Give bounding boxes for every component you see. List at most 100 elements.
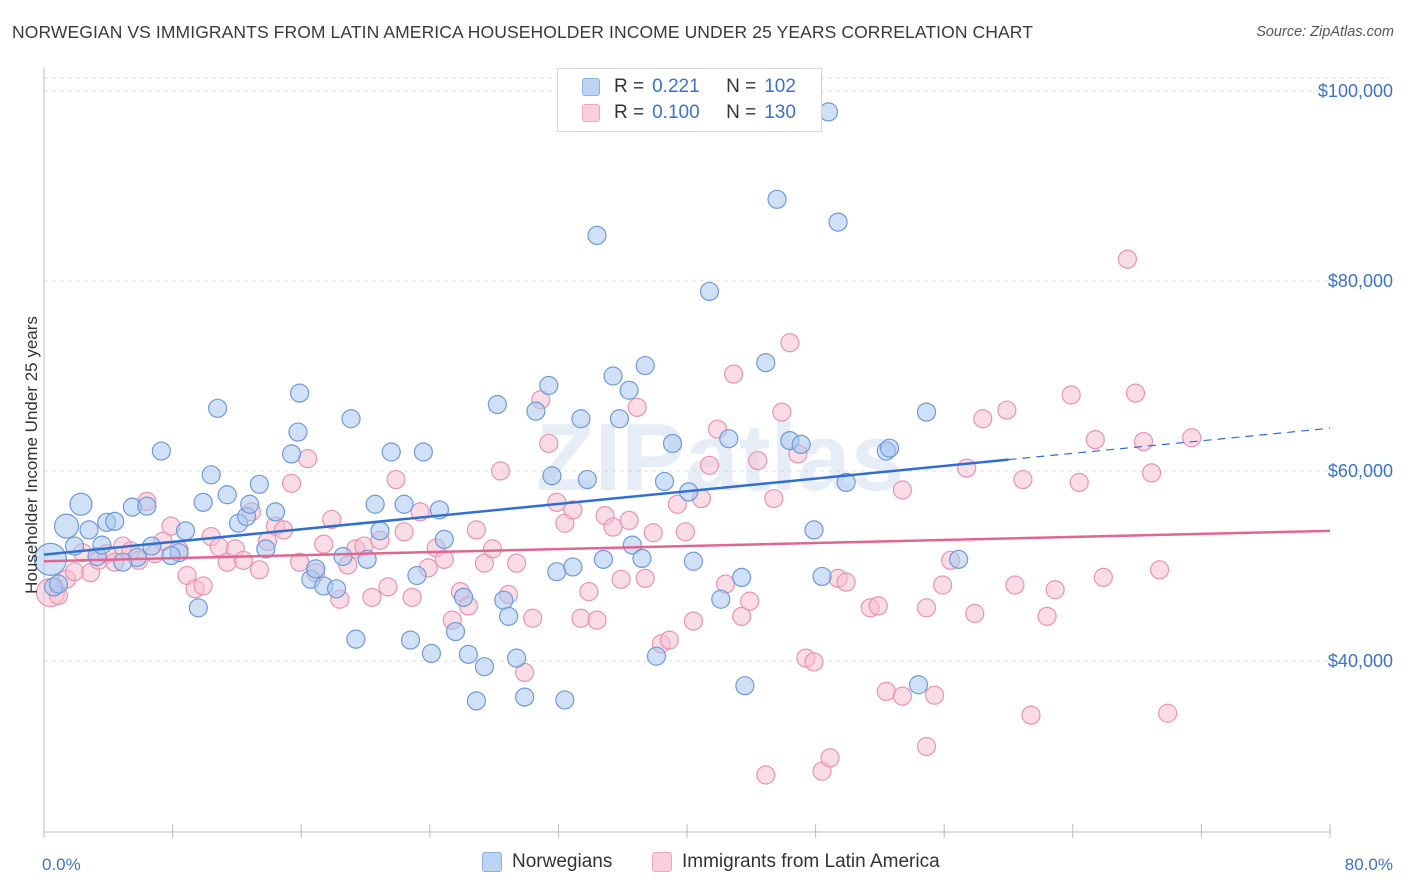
data-point-norwegians [445, 621, 466, 642]
data-point-norwegians [662, 433, 683, 454]
data-point-latin-america [1158, 703, 1178, 723]
data-point-latin-america [924, 685, 945, 705]
y-axis-label: Householder Income Under 25 years [22, 316, 41, 594]
data-point-latin-america [1021, 705, 1041, 725]
legend-r-value: 0.221 [652, 76, 700, 97]
data-point-latin-america [394, 522, 414, 542]
data-point-latin-america [1133, 431, 1154, 452]
data-point-norwegians [394, 494, 414, 514]
data-point-norwegians [949, 549, 969, 569]
y-tick-label: $80,000 [1328, 271, 1393, 291]
data-point-latin-america [916, 736, 937, 757]
data-point-latin-america [772, 402, 792, 422]
data-point-latin-america [748, 450, 768, 471]
data-point-norwegians [142, 536, 162, 556]
data-point-norwegians [161, 545, 181, 566]
legend-n-label: N = [726, 76, 757, 97]
data-point-norwegians [587, 225, 607, 245]
data-point-norwegians [137, 496, 157, 516]
data-point-norwegians [365, 494, 385, 514]
data-point-latin-america [579, 582, 599, 602]
data-point-norwegians [92, 535, 112, 555]
data-point-norwegians [632, 548, 652, 569]
data-point-norwegians [577, 469, 597, 490]
chart-source: Source: ZipAtlas.com [1256, 24, 1394, 40]
data-point-latin-america [1125, 383, 1146, 403]
data-point-norwegians [400, 630, 421, 650]
data-point-norwegians [48, 574, 69, 594]
data-point-latin-america [635, 568, 655, 588]
data-point-norwegians [113, 552, 133, 572]
data-point-norwegians [175, 521, 196, 541]
data-point-latin-america [659, 630, 679, 650]
data-point-latin-america [627, 397, 647, 417]
data-point-norwegians [791, 434, 811, 454]
data-point-norwegians [346, 629, 366, 649]
data-point-norwegians [281, 444, 302, 464]
data-point-norwegians [699, 281, 720, 302]
data-point-norwegians [683, 551, 704, 571]
data-point-latin-america [892, 686, 913, 706]
legend-swatch-pink [652, 852, 672, 872]
trendline-latin-america [43, 529, 1331, 563]
data-point-latin-america [587, 610, 607, 630]
data-point-latin-america [603, 517, 623, 537]
data-point-norwegians [69, 492, 93, 516]
data-point-norwegians [767, 189, 787, 209]
data-point-latin-america [386, 469, 406, 490]
data-point-norwegians [413, 442, 433, 462]
data-point-norwegians [326, 579, 347, 599]
x-tick-label: 80.0% [1345, 855, 1393, 874]
data-point-latin-america [314, 534, 334, 554]
data-point-norwegians [240, 494, 260, 514]
data-point-latin-america [289, 552, 310, 572]
data-point-norwegians [836, 472, 856, 492]
data-point-norwegians [542, 466, 562, 486]
data-point-latin-america [233, 550, 253, 570]
data-point-norwegians [547, 562, 567, 582]
data-point-latin-america [466, 520, 487, 540]
data-point-latin-america [64, 562, 85, 582]
data-point-norwegians [458, 644, 478, 664]
data-point-latin-america [523, 608, 543, 628]
data-point-latin-america [916, 598, 937, 618]
data-point-latin-america [675, 522, 695, 542]
data-point-latin-america [876, 681, 896, 702]
legend-n-value: 130 [764, 102, 796, 123]
legend-row-norwegians: R = 0.221 N = 102 [582, 75, 796, 99]
data-point-latin-america [756, 765, 776, 785]
y-tick-label: $100,000 [1318, 81, 1393, 101]
data-point-latin-america [1141, 463, 1162, 483]
data-point-norwegians [151, 441, 171, 461]
legend-item-norwegians[interactable]: Norwegians [482, 851, 612, 873]
data-point-norwegians [908, 675, 929, 695]
data-point-latin-america [507, 553, 527, 573]
legend-n-value: 102 [764, 76, 796, 97]
data-point-norwegians [208, 398, 228, 418]
data-point-latin-america [281, 473, 302, 493]
data-point-norwegians [193, 492, 213, 512]
data-point-norwegians [105, 511, 125, 531]
data-point-latin-america [1061, 385, 1081, 405]
data-point-norwegians [619, 380, 639, 400]
legend-swatch-blue [582, 78, 600, 96]
legend-item-latin-america[interactable]: Immigrants from Latin America [652, 851, 940, 873]
correlation-legend: R = 0.221 N = 102 R = 0.100 N = 130 [557, 68, 822, 132]
x-tick-label: 0.0% [42, 855, 81, 874]
data-point-latin-america [1069, 472, 1089, 492]
trendline-norwegians-extension [1008, 427, 1331, 461]
data-point-norwegians [370, 521, 390, 541]
data-point-norwegians [217, 485, 237, 505]
data-point-latin-america [804, 652, 824, 672]
data-point-latin-america [474, 553, 495, 573]
data-point-norwegians [306, 559, 326, 579]
data-point-norwegians [515, 687, 535, 707]
data-point-latin-america [868, 596, 888, 616]
data-point-latin-america [965, 603, 985, 624]
data-point-latin-america [1150, 560, 1170, 580]
data-point-norwegians [812, 566, 832, 587]
data-point-latin-america [249, 560, 270, 580]
data-point-latin-america [1085, 430, 1105, 450]
data-point-norwegians [828, 212, 848, 232]
